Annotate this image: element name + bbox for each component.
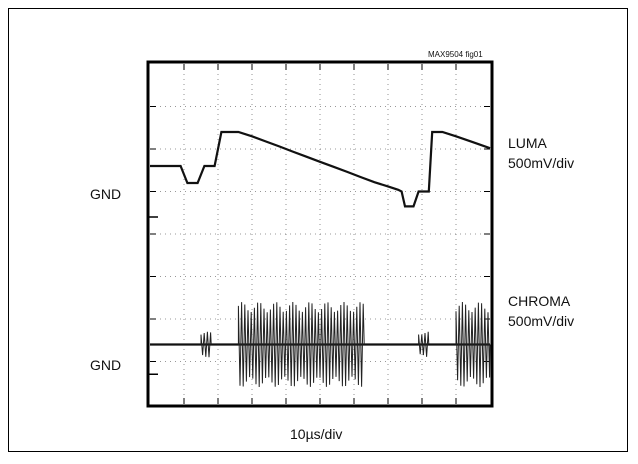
luma-trace: [150, 130, 491, 208]
plot-traces: [150, 130, 491, 388]
x-axis-label: 10µs/div: [290, 426, 343, 442]
chroma-burst: [200, 331, 212, 358]
luma-ground-label: GND: [90, 186, 122, 202]
luma-scale-label: 500mV/div: [508, 155, 575, 171]
chroma-scale-label: 500mV/div: [508, 313, 575, 329]
figure-id: MAX9504 fig01: [428, 50, 483, 59]
chroma-burst: [237, 301, 365, 388]
chroma-burst: [455, 301, 491, 388]
chroma-ground-label: GND: [90, 357, 122, 373]
luma-trace-name: LUMA: [508, 135, 547, 151]
chroma-trace-name: CHROMA: [508, 293, 571, 309]
figure-frame: [8, 8, 628, 452]
chroma-burst: [418, 331, 430, 357]
